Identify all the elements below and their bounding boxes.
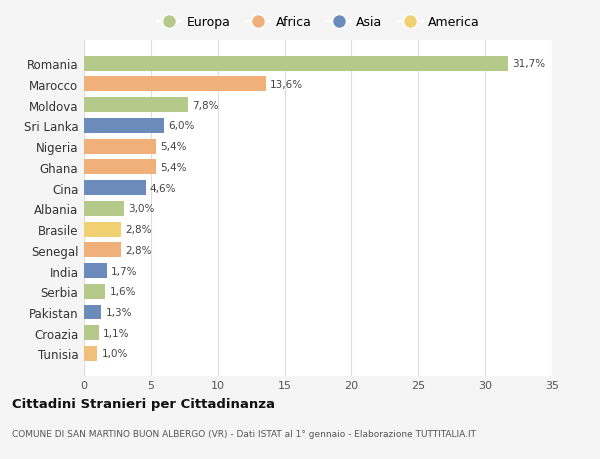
- Bar: [84, 325, 99, 341]
- Bar: [84, 160, 156, 175]
- Text: COMUNE DI SAN MARTINO BUON ALBERGO (VR) - Dati ISTAT al 1° gennaio - Elaborazion: COMUNE DI SAN MARTINO BUON ALBERGO (VR) …: [12, 429, 476, 438]
- Bar: [84, 98, 188, 113]
- Text: 31,7%: 31,7%: [512, 59, 545, 69]
- Legend: Europa, Africa, Asia, America: Europa, Africa, Asia, America: [154, 14, 482, 32]
- Text: 7,8%: 7,8%: [193, 101, 219, 110]
- Bar: [84, 202, 124, 216]
- Bar: [84, 346, 97, 361]
- Text: 13,6%: 13,6%: [270, 80, 303, 90]
- Bar: [84, 222, 121, 237]
- Bar: [84, 140, 156, 154]
- Text: 1,0%: 1,0%: [101, 349, 128, 358]
- Text: 6,0%: 6,0%: [168, 121, 194, 131]
- Bar: [84, 181, 146, 196]
- Text: 5,4%: 5,4%: [160, 142, 187, 152]
- Text: 1,6%: 1,6%: [109, 286, 136, 297]
- Text: 2,8%: 2,8%: [125, 245, 152, 255]
- Bar: [84, 77, 266, 92]
- Text: 1,1%: 1,1%: [103, 328, 129, 338]
- Bar: [84, 56, 508, 72]
- Text: Cittadini Stranieri per Cittadinanza: Cittadini Stranieri per Cittadinanza: [12, 397, 275, 410]
- Text: 5,4%: 5,4%: [160, 162, 187, 173]
- Bar: [84, 118, 164, 134]
- Text: 4,6%: 4,6%: [149, 183, 176, 193]
- Bar: [84, 243, 121, 257]
- Text: 1,3%: 1,3%: [106, 308, 132, 317]
- Text: 3,0%: 3,0%: [128, 204, 155, 214]
- Text: 1,7%: 1,7%: [111, 266, 137, 276]
- Text: 2,8%: 2,8%: [125, 224, 152, 235]
- Bar: [84, 284, 106, 299]
- Bar: [84, 305, 101, 320]
- Bar: [84, 263, 107, 278]
